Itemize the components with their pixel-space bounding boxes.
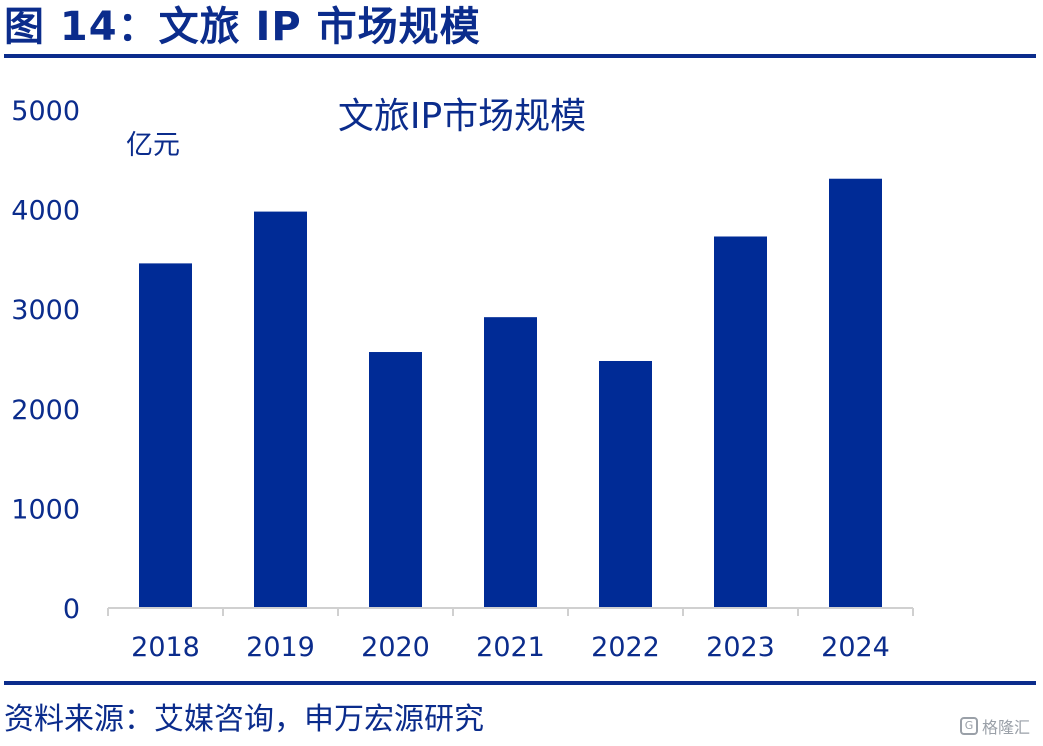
bar-2022 (599, 360, 652, 608)
glh-logo-icon: G (960, 717, 978, 735)
bar-2024 (829, 178, 882, 608)
y-tick-label: 2000 (11, 395, 80, 426)
figure-title: 图 14：文旅 IP 市场规模 (4, 4, 481, 50)
source-note: 资料来源：艾媒咨询，申万宏源研究 (4, 702, 484, 737)
y-axis: 0 1000 2000 3000 4000 5000 (11, 96, 80, 625)
unit-label: 亿元 (126, 130, 180, 161)
watermark: G 格隆汇 (960, 714, 1030, 738)
y-tick-label: 4000 (11, 196, 80, 227)
bar-2021 (484, 317, 537, 608)
x-tick-label: 2024 (821, 632, 890, 663)
chart-title: 文旅IP市场规模 (338, 96, 586, 137)
x-axis: 2018 2019 2020 2021 2022 2023 2024 (107, 607, 914, 663)
x-tick-label: 2019 (246, 632, 315, 663)
y-tick-label: 5000 (11, 96, 80, 127)
x-tick-label: 2018 (131, 632, 200, 663)
x-tick-label: 2022 (591, 632, 660, 663)
y-tick-label: 1000 (11, 494, 80, 525)
x-tick-label: 2023 (706, 632, 775, 663)
x-tick-label: 2021 (476, 632, 545, 663)
bar-2020 (369, 352, 422, 608)
y-tick-label: 0 (63, 594, 80, 625)
bar-2023 (714, 236, 767, 608)
top-rule (4, 54, 1036, 58)
bottom-rule (4, 681, 1036, 685)
watermark-text: 格隆汇 (982, 718, 1031, 737)
x-tick-label: 2020 (361, 632, 430, 663)
bar-2019 (254, 211, 307, 609)
y-tick-label: 3000 (11, 295, 80, 326)
chart-area: 文旅IP市场规模 亿元 0 1000 2000 3000 4000 5000 2018 20… (0, 60, 1043, 678)
bars-group (139, 178, 882, 609)
bar-2018 (139, 263, 192, 608)
